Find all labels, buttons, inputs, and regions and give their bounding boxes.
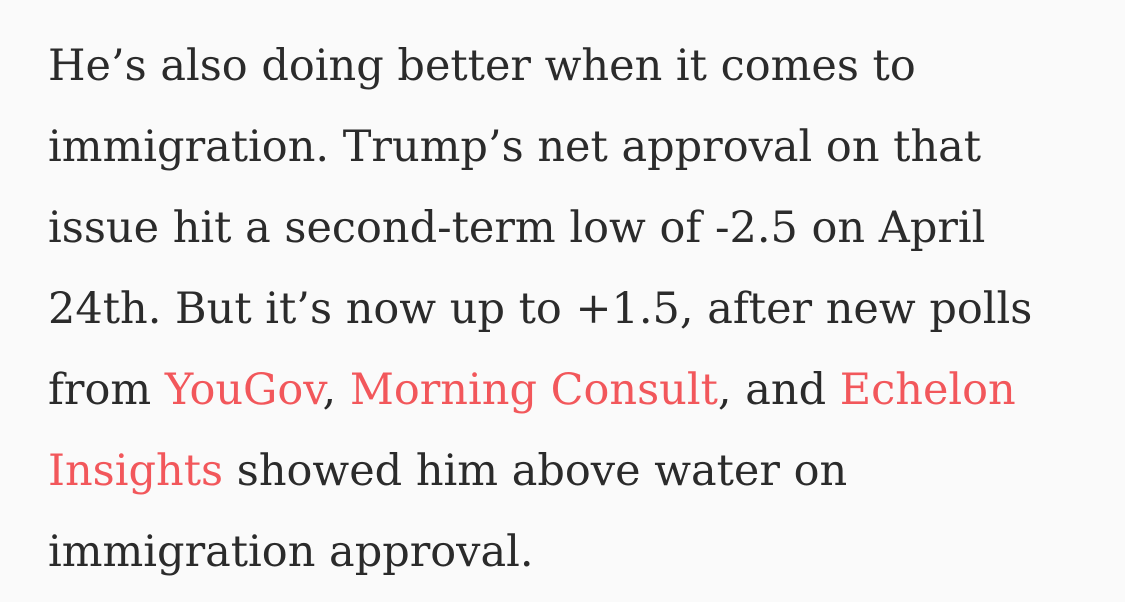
yougov-link[interactable]: YouGov xyxy=(164,365,323,415)
paragraph-line-1: He’s also doing better when it comes to xyxy=(48,41,916,91)
paragraph-line-4: 24th. But it’s now up to +1.5, after new… xyxy=(48,284,1033,334)
text-separator-and: , and xyxy=(717,365,840,415)
text-showed-him: showed him above water on xyxy=(223,446,848,496)
paragraph-line-6: Insights showed him above water on xyxy=(48,431,1098,512)
morning-consult-link[interactable]: Morning Consult xyxy=(349,365,718,415)
paragraph-line-7: immigration approval. xyxy=(48,527,534,577)
echelon-insights-link-part-1[interactable]: Echelon xyxy=(839,365,1016,415)
article-paragraph: He’s also doing better when it comes to … xyxy=(48,26,1098,593)
paragraph-line-3: issue hit a second-term low of -2.5 on A… xyxy=(48,203,986,253)
text-from: from xyxy=(48,365,165,415)
text-separator-comma: , xyxy=(322,365,350,415)
echelon-insights-link-part-2[interactable]: Insights xyxy=(48,446,224,496)
paragraph-line-2: immigration. Trump’s net approval on tha… xyxy=(48,122,982,172)
paragraph-line-5: from YouGov, Morning Consult, and Echelo… xyxy=(48,350,1098,431)
